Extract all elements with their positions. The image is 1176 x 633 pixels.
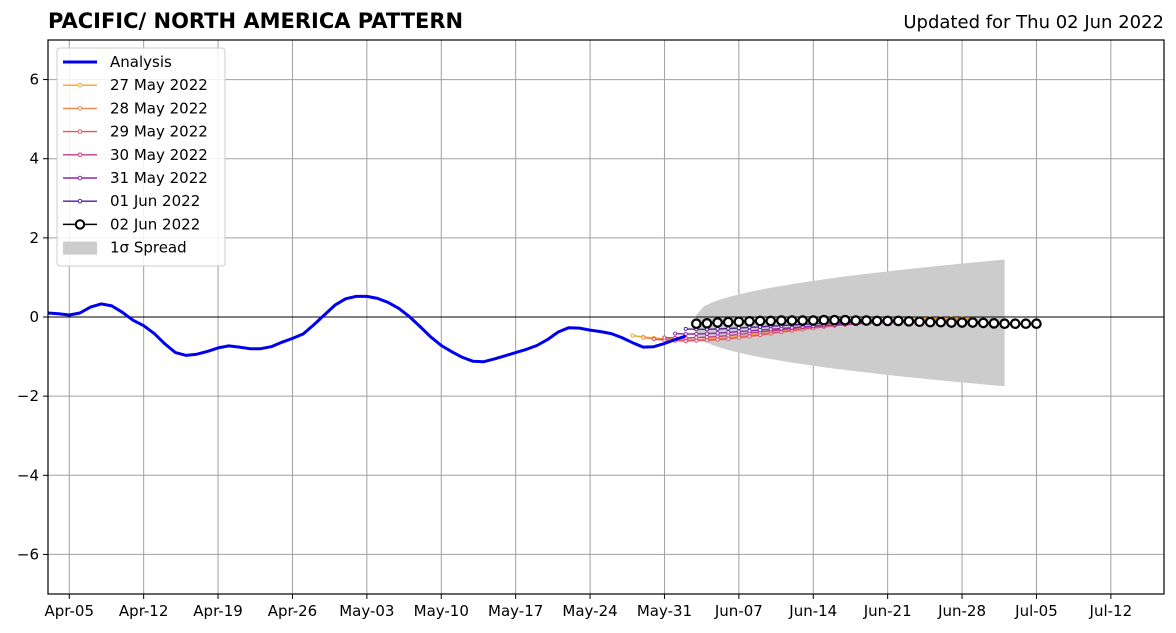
x-tick-label: Jun-14 bbox=[788, 602, 837, 620]
forecast-point bbox=[914, 316, 925, 328]
legend-marker bbox=[77, 175, 83, 181]
forecast-point bbox=[871, 315, 883, 327]
forecast-point bbox=[924, 316, 936, 328]
x-tick-label: Jun-28 bbox=[937, 602, 986, 620]
x-tick-label: Apr-05 bbox=[45, 602, 95, 620]
forecast-point bbox=[701, 318, 713, 329]
legend-label: Analysis bbox=[110, 53, 172, 71]
analysis-line bbox=[47, 294, 687, 364]
forecast-point bbox=[882, 315, 893, 327]
forecast-point bbox=[861, 315, 872, 326]
forecast-point bbox=[967, 317, 978, 328]
forecast-point bbox=[1031, 318, 1042, 330]
forecast-point bbox=[935, 316, 947, 328]
forecast-point bbox=[807, 315, 819, 326]
forecast-point bbox=[747, 328, 752, 333]
forecast-point bbox=[704, 335, 710, 340]
forecast-point bbox=[754, 315, 766, 327]
x-tick-label: May-03 bbox=[339, 602, 394, 620]
legend-marker bbox=[77, 82, 83, 88]
forecast-point bbox=[691, 318, 702, 330]
forecast-point bbox=[797, 315, 808, 326]
x-tick-label: Apr-19 bbox=[193, 602, 243, 620]
legend-box bbox=[56, 47, 226, 267]
forecast-point bbox=[694, 331, 699, 337]
legend-label: 02 Jun 2022 bbox=[110, 215, 200, 233]
y-tick-label: 4 bbox=[29, 150, 39, 168]
forecast-point bbox=[978, 317, 989, 329]
legend-marker bbox=[74, 219, 86, 230]
x-tick-label: Jun-07 bbox=[714, 602, 763, 620]
forecast-point bbox=[829, 314, 840, 326]
legend-swatch bbox=[63, 241, 97, 255]
x-tick-label: Apr-26 bbox=[268, 602, 318, 620]
x-tick-label: Jun-21 bbox=[863, 602, 912, 620]
forecast-point bbox=[736, 329, 741, 334]
forecast-point bbox=[1020, 318, 1032, 330]
forecast-point bbox=[786, 315, 798, 326]
forecast-point bbox=[903, 316, 915, 327]
x-tick-label: May-10 bbox=[414, 602, 469, 620]
y-tick-label: 6 bbox=[29, 71, 39, 89]
forecast-point bbox=[715, 331, 720, 336]
forecast-point bbox=[712, 317, 723, 328]
forecast-point bbox=[850, 315, 862, 326]
forecast-point bbox=[673, 331, 678, 336]
y-tick-label: 0 bbox=[29, 308, 39, 326]
legend-label: 29 May 2022 bbox=[110, 123, 208, 141]
forecast-point bbox=[683, 326, 688, 331]
y-tick-label: −6 bbox=[17, 545, 39, 563]
legend-label: 30 May 2022 bbox=[110, 146, 208, 164]
forecast-point bbox=[956, 317, 968, 328]
forecast-point bbox=[765, 315, 777, 327]
forecast-point bbox=[662, 335, 667, 340]
x-tick-label: Jul-12 bbox=[1089, 602, 1133, 620]
forecast-point bbox=[988, 318, 1000, 329]
forecast-point bbox=[641, 335, 646, 340]
forecast-point bbox=[818, 314, 830, 326]
legend-label: 01 Jun 2022 bbox=[110, 192, 200, 210]
forecast-point bbox=[999, 318, 1010, 330]
chart-title: PACIFIC/ NORTH AMERICA PATTERN bbox=[48, 9, 464, 33]
x-tick-label: May-17 bbox=[488, 602, 543, 620]
forecast-point bbox=[946, 317, 957, 328]
forecast-point bbox=[722, 316, 734, 328]
x-tick-label: May-31 bbox=[637, 602, 692, 620]
forecast-point bbox=[744, 316, 755, 327]
y-tick-label: −2 bbox=[17, 387, 39, 405]
legend-label: 28 May 2022 bbox=[110, 99, 208, 117]
forecast-point bbox=[630, 333, 635, 338]
x-tick-label: Jul-05 bbox=[1014, 602, 1058, 620]
y-tick-label: −4 bbox=[17, 466, 39, 484]
legend-label: 27 May 2022 bbox=[110, 76, 208, 94]
legend-marker bbox=[77, 152, 83, 158]
x-tick-label: Apr-12 bbox=[119, 602, 169, 620]
forecast-point bbox=[651, 337, 656, 342]
forecast-point bbox=[776, 315, 787, 326]
forecast-point bbox=[1009, 318, 1021, 330]
y-tick-label: 2 bbox=[29, 229, 39, 247]
legend-label: 1σ Spread bbox=[110, 239, 187, 257]
forecast-point bbox=[726, 330, 731, 335]
forecast-point bbox=[892, 315, 904, 327]
updated-date: Updated for Thu 02 Jun 2022 bbox=[903, 12, 1164, 33]
legend-label: 31 May 2022 bbox=[110, 169, 208, 187]
forecast-point bbox=[839, 314, 851, 326]
legend-marker bbox=[77, 198, 83, 204]
forecast-point bbox=[704, 331, 710, 336]
x-tick-label: May-24 bbox=[562, 602, 617, 620]
forecast-point bbox=[733, 316, 745, 328]
forecast-point bbox=[694, 335, 699, 340]
legend-marker bbox=[77, 129, 83, 134]
legend-marker bbox=[77, 106, 83, 111]
